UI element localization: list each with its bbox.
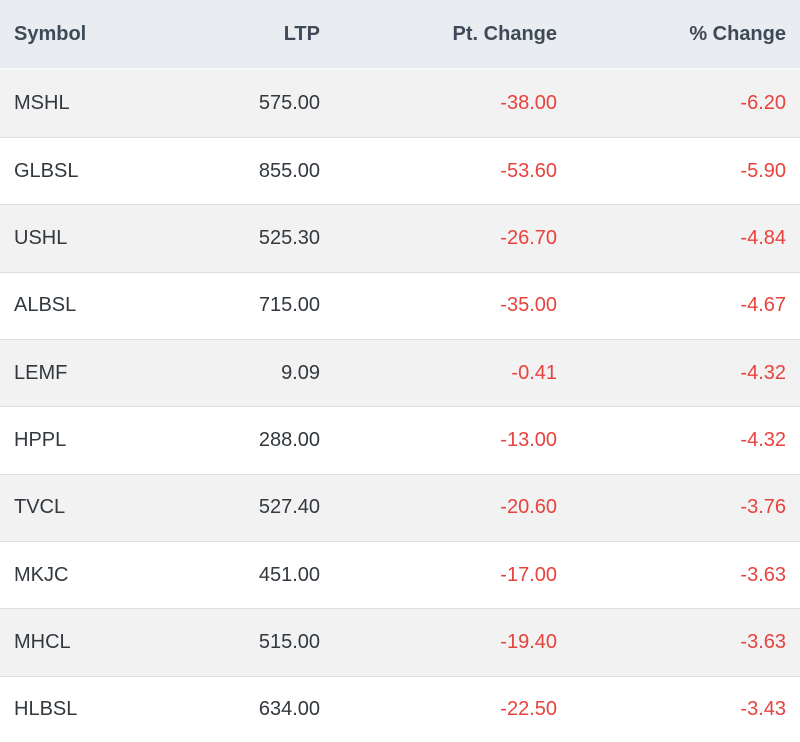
pct-change-cell: -6.20 [571, 69, 800, 139]
pct-change-cell: -3.63 [571, 608, 800, 677]
pct-change-cell: -4.32 [571, 406, 800, 475]
ltp-cell: 715.00 [150, 272, 334, 341]
table-row[interactable]: MHCL 515.00 -19.40 -3.63 [0, 608, 800, 677]
pt-change-cell: -19.40 [334, 608, 571, 677]
pct-change-cell: -3.63 [571, 541, 800, 610]
ltp-cell: 575.00 [150, 69, 334, 139]
table-row[interactable]: ALBSL 715.00 -35.00 -4.67 [0, 272, 800, 341]
ltp-cell: 525.30 [150, 204, 334, 273]
symbol-cell[interactable]: GLBSL [0, 137, 150, 206]
table-row[interactable]: LEMF 9.09 -0.41 -4.32 [0, 339, 800, 408]
symbol-cell[interactable]: MKJC [0, 541, 150, 610]
header-row: Symbol LTP Pt. Change % Change [0, 0, 800, 70]
table-row[interactable]: HPPL 288.00 -13.00 -4.32 [0, 406, 800, 475]
pct-change-cell: -3.76 [571, 474, 800, 542]
symbol-cell[interactable]: USHL [0, 204, 150, 273]
symbol-cell[interactable]: HPPL [0, 406, 150, 475]
pt-change-cell: -22.50 [500, 697, 557, 720]
symbol-cell[interactable]: TVCL [0, 474, 150, 542]
table-row[interactable]: HLBSL 634.00 -22.50 -3.43 [0, 676, 800, 742]
symbol-cell[interactable]: MHCL [0, 608, 150, 677]
ltp-cell: 451.00 [150, 541, 334, 610]
ltp-cell: 515.00 [150, 608, 334, 677]
ltp-cell: 634.00 [258, 697, 320, 720]
table-body: MSHL 575.00 -38.00 -6.20 GLBSL 855.00 -5… [0, 69, 800, 742]
ltp-cell: 527.40 [150, 474, 334, 542]
pt-change-cell: -20.60 [334, 474, 571, 542]
column-header-pct-change: % Change [571, 0, 800, 70]
column-header-symbol: Symbol [0, 0, 150, 70]
table-row[interactable]: TVCL 527.40 -20.60 -3.76 [0, 474, 800, 542]
ltp-cell: 288.00 [150, 406, 334, 475]
column-header-pt-change: Pt. Change [334, 0, 571, 70]
symbol-cell[interactable]: MSHL [0, 69, 150, 139]
column-header-ltp: LTP [150, 0, 334, 70]
pct-change-cell: -4.32 [571, 339, 800, 408]
pt-change-cell: -17.00 [334, 541, 571, 610]
ltp-cell: 855.00 [150, 137, 334, 206]
pt-change-cell: -35.00 [334, 272, 571, 341]
pct-change-cell: -3.43 [740, 697, 786, 720]
table-row[interactable]: GLBSL 855.00 -53.60 -5.90 [0, 137, 800, 206]
table-row[interactable]: USHL 525.30 -26.70 -4.84 [0, 204, 800, 273]
pct-change-cell: -4.67 [571, 272, 800, 341]
symbol-cell[interactable]: LEMF [0, 339, 150, 408]
pt-change-cell: -13.00 [334, 406, 571, 475]
symbol-cell[interactable]: HLBSL [14, 697, 78, 720]
symbol-cell[interactable]: ALBSL [0, 272, 150, 341]
pt-change-cell: -53.60 [334, 137, 571, 206]
table-row[interactable]: MSHL 575.00 -38.00 -6.20 [0, 69, 800, 139]
pt-change-cell: -38.00 [334, 69, 571, 139]
pct-change-cell: -4.84 [571, 204, 800, 273]
pct-change-cell: -5.90 [571, 137, 800, 206]
table-header: Symbol LTP Pt. Change % Change [0, 0, 800, 70]
table-row[interactable]: MKJC 451.00 -17.00 -3.63 [0, 541, 800, 610]
ltp-cell: 9.09 [150, 339, 334, 408]
pt-change-cell: -26.70 [334, 204, 571, 273]
pt-change-cell: -0.41 [334, 339, 571, 408]
